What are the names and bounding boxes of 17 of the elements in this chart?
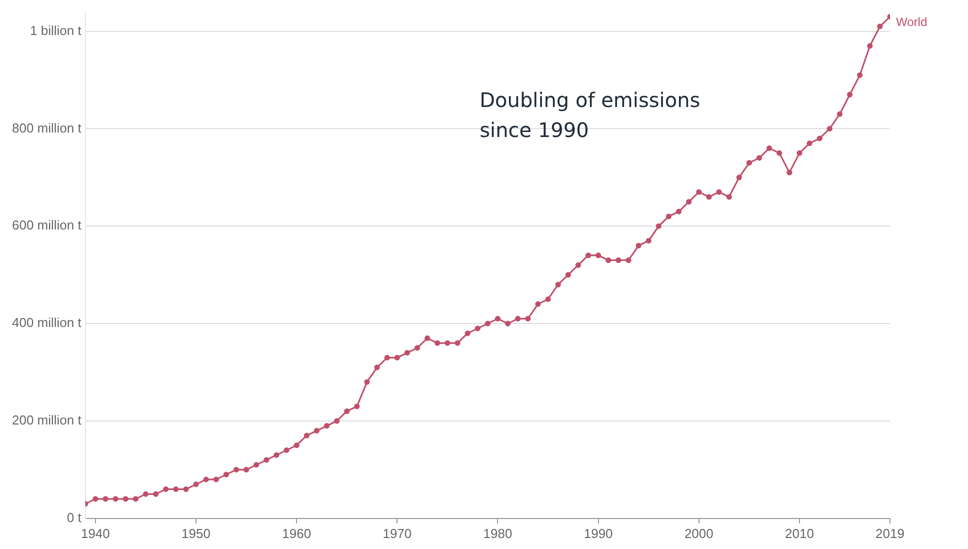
y-tick-label: 0 t bbox=[66, 510, 82, 525]
y-tick-label: 1 billion t bbox=[30, 22, 82, 38]
y-tick-label: 800 million t bbox=[12, 120, 82, 136]
x-tick-label: 1950 bbox=[182, 526, 210, 541]
x-tick-label: 1990 bbox=[584, 526, 613, 541]
x-tick-label: 1970 bbox=[382, 526, 412, 541]
x-tick-label: 2019 bbox=[876, 526, 904, 541]
series-label: World bbox=[896, 14, 928, 29]
x-tick-label: 2000 bbox=[684, 526, 714, 541]
x-tick-label: 1980 bbox=[483, 526, 512, 541]
x-tick-label: 1940 bbox=[80, 526, 110, 541]
x-tick-label: 2010 bbox=[785, 526, 814, 541]
x-tick-label: 1960 bbox=[282, 526, 312, 541]
y-tick-label: 400 million t bbox=[12, 315, 82, 330]
y-tick-label: 200 million t bbox=[12, 412, 82, 428]
y-tick-label: 600 million t bbox=[12, 218, 82, 233]
annotation: Doubling of emissions since 1990 bbox=[480, 88, 700, 142]
